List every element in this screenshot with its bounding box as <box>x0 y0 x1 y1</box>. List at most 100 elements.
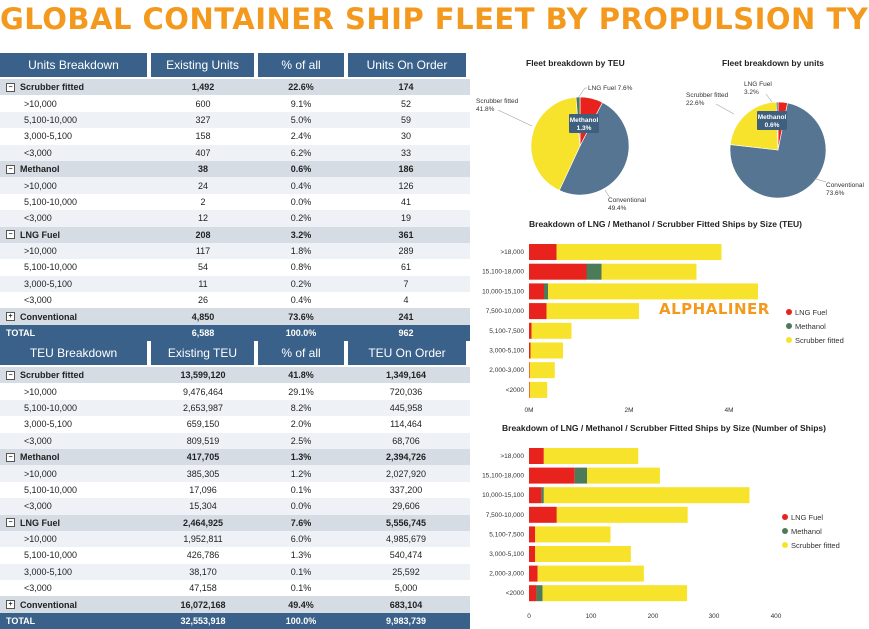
table-cell: + Conventional <box>0 596 150 612</box>
pie-slice-conventional[interactable] <box>558 102 630 196</box>
table-cell: 25,592 <box>392 566 420 577</box>
bar-segment-lng-fuel[interactable] <box>529 342 531 359</box>
table-cell: 4,850 <box>191 311 215 322</box>
bar-segment-lng-fuel[interactable] <box>529 448 544 464</box>
legend-label: Methanol <box>791 526 822 536</box>
table-cell: TOTAL <box>6 328 36 339</box>
bar-segment-scrubber-fitted[interactable] <box>529 362 555 379</box>
table-cell: 5.0% <box>290 114 312 125</box>
column-header[interactable]: TEU On Order <box>348 341 466 365</box>
bar-segment-lng-fuel[interactable] <box>529 322 532 339</box>
collapse-icon[interactable]: − <box>6 164 15 174</box>
table-cell: >10,000 <box>24 534 57 545</box>
table-row: >10,000 9,476,464 29.1% 720,036 <box>0 383 470 400</box>
collapse-icon[interactable]: − <box>6 370 15 380</box>
legend-item[interactable]: Methanol <box>782 524 840 538</box>
table-cell: 126 <box>398 180 414 191</box>
column-header[interactable]: % of all <box>258 53 344 77</box>
bar-segment-scrubber-fitted[interactable] <box>535 526 611 543</box>
bar-segment-lng-fuel[interactable] <box>529 526 536 543</box>
bar-segment-lng-fuel[interactable] <box>529 303 547 320</box>
y-tick-label: 3,000-5,100 <box>489 551 524 558</box>
bar-segment-scrubber-fitted[interactable] <box>556 244 722 260</box>
bar-segment-lng-fuel[interactable] <box>529 244 557 260</box>
bar-segment-scrubber-fitted[interactable] <box>543 448 639 464</box>
pie-slice-scrubber-fitted[interactable] <box>530 96 581 191</box>
table-cell: 4,985,679 <box>385 534 427 545</box>
bar-segment-lng-fuel[interactable] <box>529 263 587 280</box>
collapse-icon[interactable]: − <box>6 82 15 92</box>
legend-teu: LNG Fuel Methanol Scrubber fitted <box>786 305 844 347</box>
column-header[interactable]: Existing Units <box>151 53 254 77</box>
bar-segment-methanol[interactable] <box>544 283 548 300</box>
bar-segment-scrubber-fitted[interactable] <box>587 467 660 484</box>
pie-label: 41.8% <box>476 106 495 113</box>
bar-segment-lng-fuel[interactable] <box>529 381 530 398</box>
bar-segment-lng-fuel[interactable] <box>529 585 537 602</box>
table-cell: 41.8% <box>288 370 314 381</box>
group-row[interactable]: − Scrubber fitted 13,599,120 41.8% 1,349,164 <box>0 367 470 384</box>
bar-segment-lng-fuel[interactable] <box>529 506 557 523</box>
x-tick-label: 2M <box>624 407 633 414</box>
table-cell: 426,786 <box>186 550 220 561</box>
legend-label: Scrubber fitted <box>791 540 840 550</box>
collapse-icon[interactable]: − <box>6 452 15 462</box>
bar-segment-lng-fuel[interactable] <box>529 565 538 582</box>
bar-segment-scrubber-fitted[interactable] <box>530 342 564 359</box>
legend-item[interactable]: Scrubber fitted <box>782 538 840 552</box>
collapse-icon[interactable]: − <box>6 518 15 528</box>
table-cell: 17,096 <box>189 484 217 495</box>
group-row[interactable]: + Conventional 16,072,168 49.4% 683,104 <box>0 596 470 613</box>
group-row[interactable]: − Methanol 417,705 1.3% 2,394,726 <box>0 448 470 466</box>
bar-segment-scrubber-fitted[interactable] <box>556 506 688 523</box>
bar-segment-methanol[interactable] <box>586 263 602 280</box>
column-header[interactable]: Units On Order <box>348 53 466 77</box>
table-row: >10,000 385,305 1.2% 2,027,920 <box>0 465 470 482</box>
column-header[interactable]: Existing TEU <box>151 341 254 365</box>
table-cell: 385,305 <box>186 468 220 479</box>
legend-item[interactable]: LNG Fuel <box>786 305 844 319</box>
bar-segment-scrubber-fitted[interactable] <box>543 487 750 504</box>
bar-segment-scrubber-fitted[interactable] <box>529 381 548 398</box>
expand-icon[interactable]: + <box>6 600 15 610</box>
table-cell: 33 <box>400 147 411 158</box>
legend-item[interactable]: LNG Fuel <box>782 510 840 524</box>
group-row[interactable]: − Methanol 38 0.6% 186 <box>0 160 470 178</box>
bar-segment-scrubber-fitted[interactable] <box>535 546 631 562</box>
bar-segment-lng-fuel[interactable] <box>529 467 575 484</box>
legend-item[interactable]: Scrubber fitted <box>786 333 844 347</box>
pie-slice-conventional[interactable] <box>729 102 827 199</box>
table-cell: <3,000 <box>24 147 52 158</box>
group-row[interactable]: − LNG Fuel 208 3.2% 361 <box>0 226 470 243</box>
bar-segment-methanol[interactable] <box>536 585 543 602</box>
bar-segment-scrubber-fitted[interactable] <box>601 263 697 280</box>
bar-segment-lng-fuel[interactable] <box>529 487 542 504</box>
column-header[interactable]: TEU Breakdown <box>0 341 147 365</box>
bar-segment-methanol[interactable] <box>541 487 544 504</box>
bar-segment-methanol[interactable] <box>574 467 588 484</box>
x-tick-label: 100 <box>586 613 597 620</box>
group-row[interactable]: − LNG Fuel 2,464,925 7.6% 5,556,745 <box>0 514 470 531</box>
group-row[interactable]: + Conventional 4,850 73.6% 241 <box>0 308 470 325</box>
bar-segment-scrubber-fitted[interactable] <box>542 585 688 602</box>
bar-segment-scrubber-fitted[interactable] <box>548 283 758 300</box>
bar-segment-lng-fuel[interactable] <box>529 283 544 300</box>
column-header[interactable]: % of all <box>258 341 344 365</box>
collapse-icon[interactable]: − <box>6 230 15 240</box>
bar-segment-scrubber-fitted[interactable] <box>531 322 572 339</box>
legend-dot-icon <box>786 337 792 343</box>
bar-segment-scrubber-fitted[interactable] <box>537 565 644 582</box>
y-tick-label: 2,000-3,000 <box>489 367 524 374</box>
group-row[interactable]: − Scrubber fitted 1,492 22.6% 174 <box>0 79 470 96</box>
table-cell: 720,036 <box>389 386 423 397</box>
x-tick-label: 0 <box>527 613 531 620</box>
bar-segment-lng-fuel[interactable] <box>529 546 536 562</box>
expand-icon[interactable]: + <box>6 312 15 322</box>
column-header[interactable]: Units Breakdown <box>0 53 147 77</box>
bar-segment-scrubber-fitted[interactable] <box>546 303 640 320</box>
legend-item[interactable]: Methanol <box>786 319 844 333</box>
bar-segment-lng-fuel[interactable] <box>529 362 530 379</box>
table-cell: 30 <box>400 131 411 142</box>
